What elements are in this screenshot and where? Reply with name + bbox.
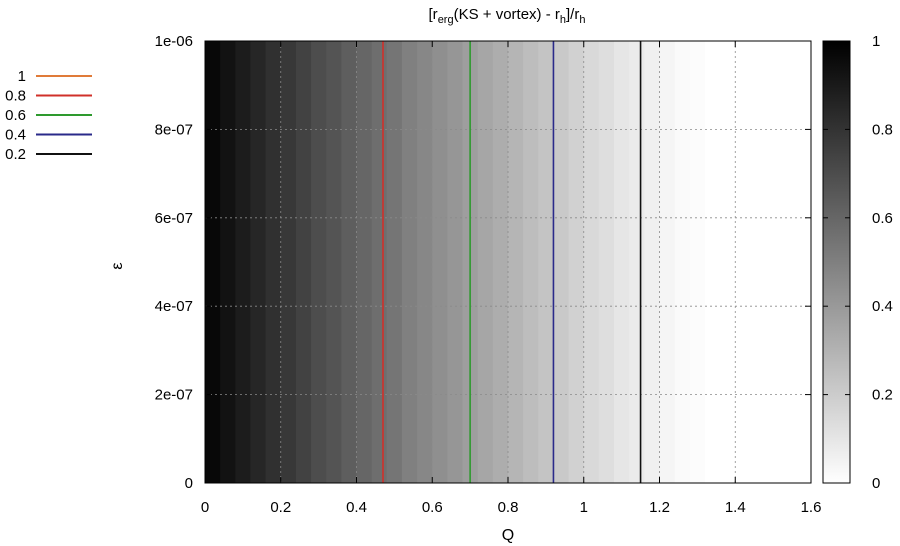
heatmap-band (553, 41, 570, 483)
heatmap-band (371, 41, 388, 483)
colorbar-tick-label: 0 (872, 475, 880, 492)
heatmap-band (735, 41, 751, 483)
x-tick-label: 1 (580, 499, 588, 516)
legend-label: 0.8 (5, 88, 26, 105)
x-tick-label: 1.4 (725, 499, 746, 516)
x-axis-label: Q (502, 527, 514, 544)
heatmap-band (235, 41, 252, 483)
chart-title: [rerg(KS + vortex) - rh]/rh (429, 6, 586, 26)
x-tick-label: 1.2 (649, 499, 670, 516)
legend-label: 0.6 (5, 107, 26, 124)
x-tick-label: 0 (201, 499, 209, 516)
heatmap-band (659, 41, 676, 483)
heatmap-band (250, 41, 267, 483)
heatmap-band (568, 41, 585, 483)
colorbar: 0 0.2 0.4 0.6 0.8 1 (822, 33, 893, 492)
heatmap-band (311, 41, 327, 483)
heatmap-band (644, 41, 661, 483)
colorbar-tick-label: 0.2 (872, 387, 893, 404)
y-axis-label: ε (109, 262, 126, 269)
legend-label: 0.4 (5, 127, 26, 144)
colorbar-tick-label: 0.6 (872, 210, 893, 227)
heatmap-band (205, 41, 221, 483)
y-tick-label: 6e-07 (155, 210, 193, 227)
heatmap-band (750, 41, 767, 483)
heatmap-band (432, 41, 448, 483)
title-subscript: h (579, 14, 585, 26)
grid-lines (205, 41, 811, 483)
title-subscript: h (560, 14, 566, 26)
heatmap-band (220, 41, 236, 483)
heatmap-band (417, 41, 433, 483)
heatmap-band (401, 41, 418, 483)
heatmap-band (629, 41, 645, 483)
legend: 1 0.8 0.6 0.4 0.2 (5, 68, 92, 163)
heatmap-band (614, 41, 630, 483)
title-part: ]/r (566, 6, 579, 23)
heatmap-bands (205, 41, 812, 483)
y-tick-label: 4e-07 (155, 298, 193, 315)
heatmap-band (447, 41, 464, 483)
colorbar-tick-label: 1 (872, 33, 880, 50)
heatmap-band (265, 41, 282, 483)
heatmap-band (720, 41, 736, 483)
legend-label: 0.2 (5, 146, 26, 163)
legend-label: 1 (18, 68, 26, 85)
heatmap-band (326, 41, 342, 483)
colorbar-gradient (822, 40, 851, 484)
x-tick-label: 0.4 (346, 499, 367, 516)
x-tick-label: 0.2 (270, 499, 291, 516)
x-tick-label: 0.8 (498, 499, 519, 516)
heatmap-band (356, 41, 373, 483)
heatmap-band (704, 41, 721, 483)
y-tick-label: 2e-07 (155, 387, 193, 404)
y-axis: 0 2e-07 4e-07 6e-07 8e-07 1e-06 (155, 33, 811, 492)
heatmap-band (492, 41, 509, 483)
y-tick-label: 8e-07 (155, 121, 193, 138)
title-part: [r (429, 6, 438, 23)
colorbar-tick-label: 0.4 (872, 298, 893, 315)
x-axis: 0 0.2 0.4 0.6 0.8 1 1.2 1.4 1.6 (201, 41, 822, 516)
heatmap-band (689, 41, 706, 483)
heatmap-band (280, 41, 297, 483)
heatmap-band (508, 41, 524, 483)
y-tick-label: 0 (185, 475, 193, 492)
heatmap-band (477, 41, 494, 483)
colorbar-tick-label: 0.8 (872, 121, 893, 138)
y-tick-label: 1e-06 (155, 33, 193, 50)
heatmap-band (295, 41, 312, 483)
heatmap-band (583, 41, 600, 483)
heatmap-band (341, 41, 358, 483)
title-subscript: erg (438, 14, 454, 26)
heatmap-band (386, 41, 403, 483)
heatmap-band (598, 41, 615, 483)
title-part: (KS + vortex) - r (454, 6, 560, 23)
heatmap-band (674, 41, 691, 483)
heatmap-band (795, 41, 812, 483)
heatmap-band (765, 41, 782, 483)
heatmap-band (523, 41, 539, 483)
x-tick-label: 1.6 (801, 499, 822, 516)
heatmap-band (538, 41, 555, 483)
heatmap-band (780, 41, 797, 483)
x-tick-label: 0.6 (422, 499, 443, 516)
contour-lines (382, 41, 642, 483)
